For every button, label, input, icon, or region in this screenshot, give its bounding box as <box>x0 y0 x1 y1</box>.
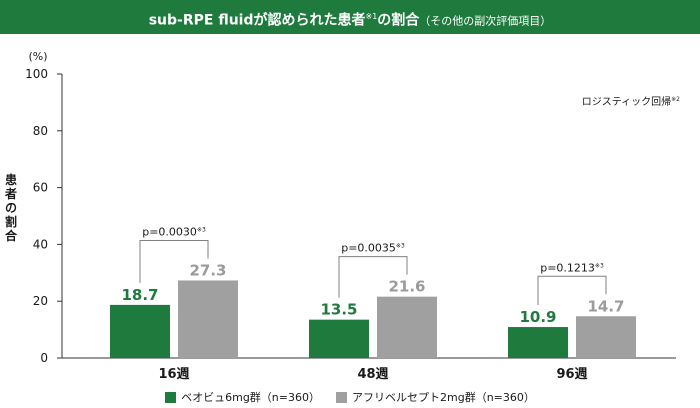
legend-item-series-1: ベオビュ6mg群（n=360） <box>165 389 320 405</box>
data-label-1-2: 13.5 <box>320 301 357 319</box>
title-note-mark: ※1 <box>365 12 378 21</box>
legend-swatch-series-2 <box>336 391 347 403</box>
y-tick-label-20: 20 <box>33 294 48 308</box>
legend-item-series-2: アフリベルセプト2mg群（n=360） <box>336 389 535 405</box>
bar-2-1 <box>178 280 238 358</box>
x-tick-label-3: 96週 <box>556 367 587 382</box>
legend-label-series-1: ベオビュ6mg群（n=360） <box>181 391 320 404</box>
p-value-1: p=0.0030※3 <box>142 225 206 238</box>
legend: ベオビュ6mg群（n=360） アフリベルセプト2mg群（n=360） <box>0 388 700 406</box>
y-tick-label-40: 40 <box>33 237 48 251</box>
bar-2-2 <box>377 296 437 358</box>
legend-swatch-series-1 <box>165 391 177 403</box>
significance-bracket-3 <box>537 275 607 306</box>
x-tick-label-1: 16週 <box>158 367 189 382</box>
p-value-3: p=0.1213※3 <box>540 261 604 274</box>
chart-title: sub-RPE fluidが認められた患者※1の割合（その他の副次評価項目） <box>0 0 700 34</box>
bar-1-1 <box>110 304 170 358</box>
data-label-2-1: 27.3 <box>189 261 226 279</box>
bar-chart: (%) 0 20 40 60 80 100 患者の割合 ロジスティック回帰※2 18.7 27.3 1… <box>4 50 680 382</box>
data-label-1-3: 10.9 <box>519 308 556 326</box>
data-label-2-3: 14.7 <box>587 297 624 315</box>
bar-1-2 <box>309 319 369 358</box>
significance-bracket-2 <box>338 256 408 298</box>
x-tick-label-2: 48週 <box>357 367 388 382</box>
p-value-2: p=0.0035※3 <box>341 242 405 255</box>
y-tick-label-100: 100 <box>25 67 48 81</box>
y-tick-label-80: 80 <box>33 124 48 138</box>
annotation-logistic-regression: ロジスティック回帰※2 <box>582 95 680 108</box>
y-tick-label-60: 60 <box>33 181 48 195</box>
data-label-1-1: 18.7 <box>121 286 158 304</box>
bar-1-3 <box>508 327 568 358</box>
y-axis-unit: (%) <box>28 50 47 63</box>
significance-bracket-1 <box>139 239 209 283</box>
legend-label-series-2: アフリベルセプト2mg群（n=360） <box>352 391 535 404</box>
bar-2-3 <box>576 316 636 358</box>
y-tick-label-0: 0 <box>40 351 48 365</box>
y-axis-title: 患者の割合 <box>4 172 18 243</box>
title-main: sub-RPE fluidが認められた患者 <box>148 12 366 29</box>
title-rest: の割合 <box>377 12 420 29</box>
data-label-2-2: 21.6 <box>388 278 425 296</box>
title-subtitle: （その他の副次評価項目） <box>419 14 552 28</box>
